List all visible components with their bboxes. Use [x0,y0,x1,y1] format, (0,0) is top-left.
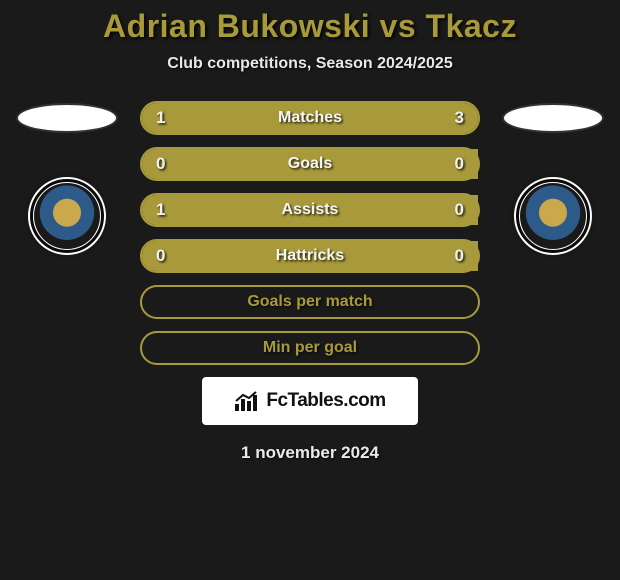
page-title: Adrian Bukowski vs Tkacz [0,8,620,45]
source-logo: FcTables.com [202,377,418,425]
stat-row: Min per goal [140,331,480,365]
stat-row: 0 0 Hattricks [140,239,480,273]
right-country-flag [502,103,604,133]
stat-label: Hattricks [276,247,344,265]
stat-row: 0 0 Goals [140,147,480,181]
stat-value-right: 3 [455,108,464,128]
stat-label: Goals [288,155,332,173]
stat-value-left: 0 [156,154,165,174]
stat-row: Goals per match [140,285,480,319]
stat-value-right: 0 [455,246,464,266]
stat-fill-left [142,103,226,133]
stat-value-left: 1 [156,108,165,128]
stat-value-left: 1 [156,200,165,220]
stat-row: 1 3 Matches [140,101,480,135]
right-club-badge [510,173,596,259]
stat-label: Min per goal [263,339,357,357]
left-club-badge [24,173,110,259]
stats-column: 1 3 Matches 0 0 Goals 1 0 Assists 0 0 Hattricks Goal… [140,101,480,365]
main-row: 1 3 Matches 0 0 Goals 1 0 Assists 0 0 Hattricks Goal… [0,101,620,365]
left-country-flag [16,103,118,133]
page-subtitle: Club competitions, Season 2024/2025 [0,55,620,73]
chart-icon [234,390,260,412]
stat-value-right: 0 [455,200,464,220]
source-logo-text: FcTables.com [266,390,385,412]
comparison-card: Adrian Bukowski vs Tkacz Club competitio… [0,0,620,463]
date-text: 1 november 2024 [0,443,620,463]
stat-label: Matches [278,109,342,127]
stat-fill-right [226,103,478,133]
stat-value-left: 0 [156,246,165,266]
right-player-column [498,101,608,259]
stat-row: 1 0 Assists [140,193,480,227]
stat-label: Goals per match [247,293,372,311]
stat-value-right: 0 [455,154,464,174]
left-player-column [12,101,122,259]
stat-label: Assists [282,201,339,219]
